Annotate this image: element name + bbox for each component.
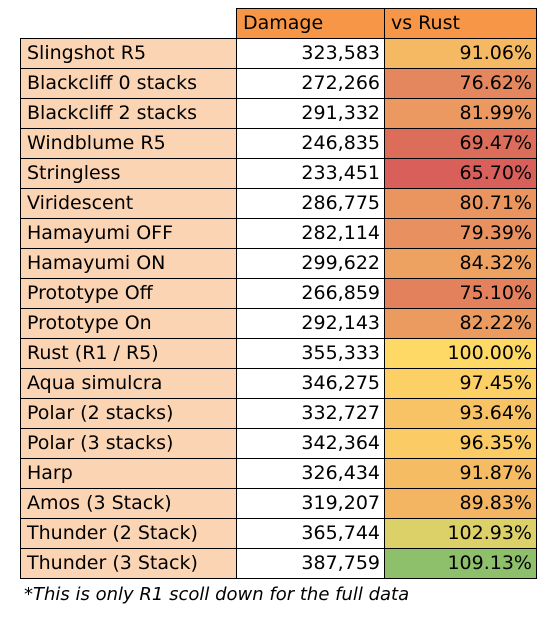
vs-rust-value: 81.99% [384, 98, 537, 129]
row-label: Slingshot R5 [20, 38, 237, 69]
vs-rust-value: 65.70% [384, 158, 537, 189]
header-damage: Damage [236, 8, 385, 39]
table-row: Viridescent 286,775 80.71% [20, 188, 537, 219]
damage-value: 266,859 [236, 278, 385, 309]
row-label: Polar (2 stacks) [20, 398, 237, 429]
header-row: Damage vs Rust [20, 8, 537, 39]
vs-rust-value: 97.45% [384, 368, 537, 399]
row-label: Polar (3 stacks) [20, 428, 237, 459]
table-row: Thunder (2 Stack) 365,744 102.93% [20, 518, 537, 549]
table-row: Thunder (3 Stack) 387,759 109.13% [20, 548, 537, 579]
row-label: Hamayumi OFF [20, 218, 237, 249]
damage-value: 246,835 [236, 128, 385, 159]
row-label: Windblume R5 [20, 128, 237, 159]
vs-rust-value: 84.32% [384, 248, 537, 279]
row-label: Thunder (2 Stack) [20, 518, 237, 549]
damage-value: 323,583 [236, 38, 385, 69]
damage-value: 326,434 [236, 458, 385, 489]
damage-value: 346,275 [236, 368, 385, 399]
row-label: Harp [20, 458, 237, 489]
row-label: Thunder (3 Stack) [20, 548, 237, 579]
table-row: Prototype Off 266,859 75.10% [20, 278, 537, 309]
damage-value: 355,333 [236, 338, 385, 369]
damage-value: 332,727 [236, 398, 385, 429]
row-label: Amos (3 Stack) [20, 488, 237, 519]
vs-rust-value: 89.83% [384, 488, 537, 519]
vs-rust-value: 69.47% [384, 128, 537, 159]
vs-rust-value: 79.39% [384, 218, 537, 249]
table-row: Harp 326,434 91.87% [20, 458, 537, 489]
vs-rust-value: 109.13% [384, 548, 537, 579]
vs-rust-value: 102.93% [384, 518, 537, 549]
table-row: Amos (3 Stack) 319,207 89.83% [20, 488, 537, 519]
table-row: Aqua simulcra 346,275 97.45% [20, 368, 537, 399]
table-body: Slingshot R5 323,583 91.06% Blackcliff 0 st… [20, 38, 537, 579]
table-row: Stringless 233,451 65.70% [20, 158, 537, 189]
damage-value: 365,744 [236, 518, 385, 549]
table-row: Slingshot R5 323,583 91.06% [20, 38, 537, 69]
header-vs-rust: vs Rust [384, 8, 537, 39]
table-row: Hamayumi OFF 282,114 79.39% [20, 218, 537, 249]
damage-value: 233,451 [236, 158, 385, 189]
table-row: Polar (3 stacks) 342,364 96.35% [20, 428, 537, 459]
vs-rust-value: 91.87% [384, 458, 537, 489]
vs-rust-value: 76.62% [384, 68, 537, 99]
damage-value: 319,207 [236, 488, 385, 519]
damage-value: 292,143 [236, 308, 385, 339]
table-row: Blackcliff 0 stacks 272,266 76.62% [20, 68, 537, 99]
row-label: Rust (R1 / R5) [20, 338, 237, 369]
row-label: Aqua simulcra [20, 368, 237, 399]
damage-value: 282,114 [236, 218, 385, 249]
row-label: Prototype Off [20, 278, 237, 309]
damage-value: 291,332 [236, 98, 385, 129]
damage-value: 342,364 [236, 428, 385, 459]
table-row: Hamayumi ON 299,622 84.32% [20, 248, 537, 279]
row-label: Stringless [20, 158, 237, 189]
damage-value: 286,775 [236, 188, 385, 219]
row-label: Prototype On [20, 308, 237, 339]
table-row: Prototype On 292,143 82.22% [20, 308, 537, 339]
footnote: *This is only R1 scoll down for the full… [24, 584, 410, 605]
table-row: Windblume R5 246,835 69.47% [20, 128, 537, 159]
vs-rust-value: 80.71% [384, 188, 537, 219]
table-row: Polar (2 stacks) 332,727 93.64% [20, 398, 537, 429]
vs-rust-value: 75.10% [384, 278, 537, 309]
table-row: Rust (R1 / R5) 355,333 100.00% [20, 338, 537, 369]
vs-rust-value: 91.06% [384, 38, 537, 69]
row-label: Blackcliff 0 stacks [20, 68, 237, 99]
damage-value: 299,622 [236, 248, 385, 279]
table-row: Blackcliff 2 stacks 291,332 81.99% [20, 98, 537, 129]
damage-table: Damage vs Rust Slingshot R5 323,583 91.06%… [20, 8, 537, 579]
row-label: Viridescent [20, 188, 237, 219]
vs-rust-value: 82.22% [384, 308, 537, 339]
vs-rust-value: 93.64% [384, 398, 537, 429]
vs-rust-value: 96.35% [384, 428, 537, 459]
header-blank-cell [20, 8, 237, 39]
vs-rust-value: 100.00% [384, 338, 537, 369]
row-label: Hamayumi ON [20, 248, 237, 279]
damage-value: 272,266 [236, 68, 385, 99]
damage-value: 387,759 [236, 548, 385, 579]
row-label: Blackcliff 2 stacks [20, 98, 237, 129]
